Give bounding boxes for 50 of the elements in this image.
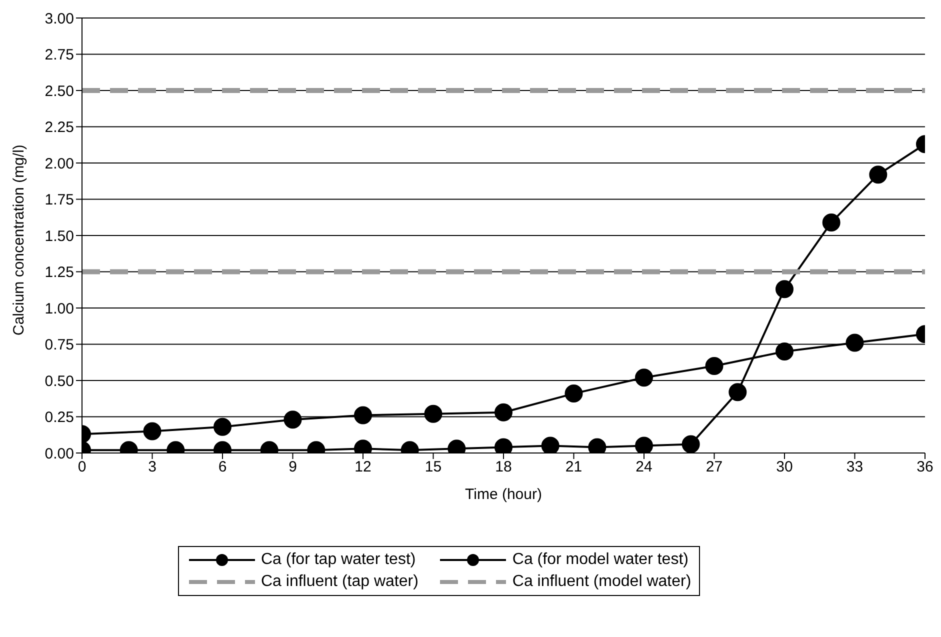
x-tick-label: 3 <box>148 458 156 476</box>
y-tick-label: 1.50 <box>44 228 74 245</box>
point <box>354 406 372 424</box>
point <box>728 383 747 402</box>
y-tick-label: 2.00 <box>44 155 74 172</box>
point <box>776 280 794 298</box>
x-tick-label: 18 <box>495 458 512 476</box>
y-tick-label: 1.00 <box>44 300 74 318</box>
point <box>822 213 840 232</box>
y-tick-label: 2.75 <box>44 46 74 64</box>
legend-label: Ca (for model water test) <box>512 551 688 569</box>
x-tick-label: 6 <box>218 458 227 476</box>
y-tick-label: 0.00 <box>44 445 74 462</box>
x-tick-label: 33 <box>846 458 864 476</box>
x-tick-label: 0 <box>78 458 86 476</box>
x-tick-label: 36 <box>916 458 934 476</box>
x-tick-label: 24 <box>636 458 652 476</box>
x-tick-label: 30 <box>776 458 793 476</box>
y-tick-label: 0.25 <box>44 409 74 426</box>
x-tick-label: 21 <box>565 458 582 476</box>
y-axis-title: Calcium concentration (mg/l) <box>10 144 28 336</box>
y-tick-label: 1.75 <box>44 192 74 209</box>
point <box>846 334 864 352</box>
y-tick-label: 2.25 <box>44 119 74 136</box>
legend-label: Ca influent (tap water) <box>261 573 418 591</box>
point <box>869 166 888 184</box>
y-tick-label: 2.50 <box>44 82 74 100</box>
x-tick-label: 9 <box>288 458 297 476</box>
point <box>635 436 653 453</box>
point <box>143 422 162 440</box>
point <box>705 357 724 375</box>
point <box>564 384 583 403</box>
point <box>214 418 232 436</box>
x-tick-label: 27 <box>706 458 723 476</box>
point <box>682 435 700 453</box>
point <box>635 368 653 387</box>
y-tick-label: 0.75 <box>44 336 74 354</box>
y-tick-label: 1.25 <box>44 264 74 282</box>
y-tick-label: 3.00 <box>44 10 74 28</box>
legend-label: Ca (for tap water test) <box>261 551 416 569</box>
x-axis-title: Time (hour) <box>465 486 542 503</box>
x-tick-label: 15 <box>424 458 442 476</box>
point <box>494 403 512 422</box>
point <box>541 436 560 453</box>
point <box>424 404 442 423</box>
legend-label: Ca influent (model water) <box>512 573 692 591</box>
point <box>776 342 794 360</box>
point <box>284 410 302 429</box>
x-tick-label: 12 <box>354 458 372 476</box>
y-tick-label: 0.50 <box>44 372 74 390</box>
